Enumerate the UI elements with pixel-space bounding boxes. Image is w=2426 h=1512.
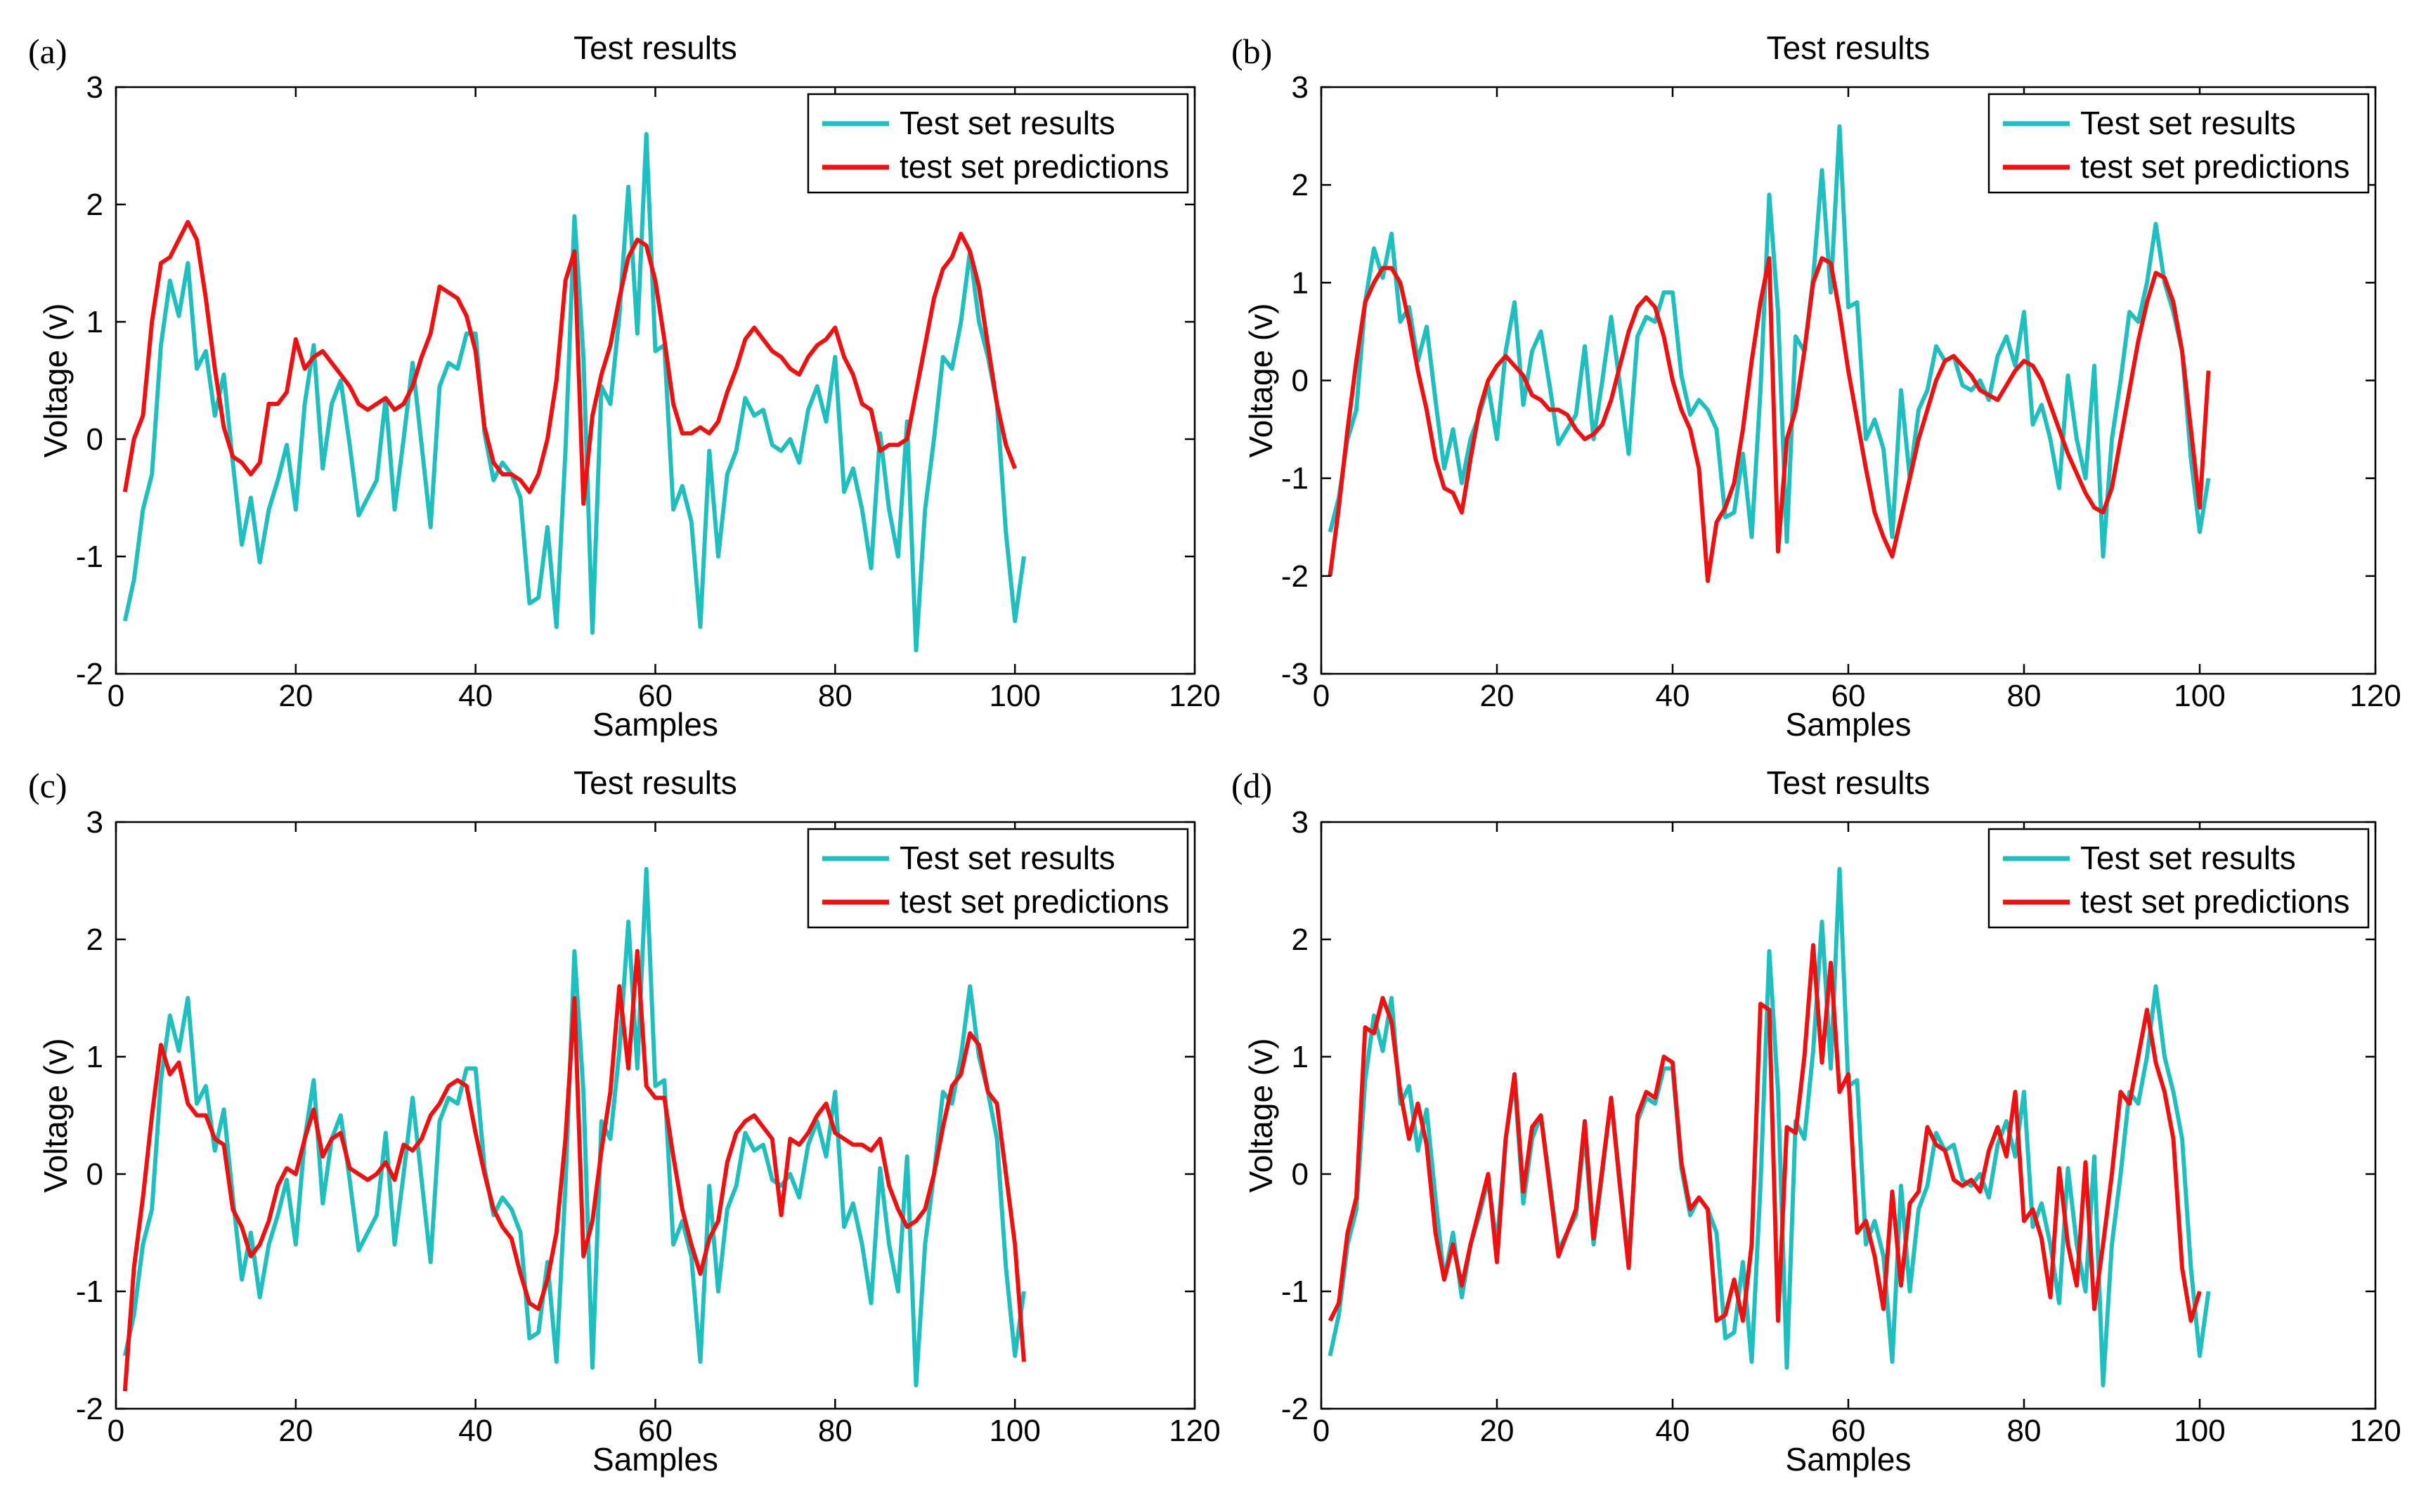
x-tick-label: 80 [818, 679, 852, 713]
x-tick-label: 20 [278, 1414, 313, 1448]
x-tick-label: 0 [108, 679, 124, 713]
series-line-results [122, 131, 1026, 653]
y-axis-label: Voltage (v) [37, 1038, 74, 1193]
x-tick-label: 80 [2007, 679, 2042, 713]
chart-title: Test results [1767, 30, 1931, 66]
y-axis-label: Voltage (v) [37, 304, 74, 458]
legend-label-predictions: test set predictions [900, 883, 1169, 920]
x-tick-label: 80 [2007, 1414, 2042, 1448]
x-tick-label: 120 [1169, 1414, 1220, 1448]
x-tick-label: 60 [1831, 1414, 1866, 1448]
y-tick-label: -1 [1281, 1275, 1309, 1309]
x-tick-label: 120 [2349, 1414, 2401, 1448]
y-tick-label: 1 [86, 1040, 103, 1074]
x-tick-label: 100 [989, 679, 1040, 713]
legend-label-results: Test set results [900, 105, 1115, 141]
y-tick-label: -2 [1281, 559, 1309, 594]
x-tick-label: 40 [1656, 679, 1690, 713]
y-tick-label: 2 [1292, 923, 1309, 957]
x-tick-label: 20 [1480, 679, 1514, 713]
series-line-results [1328, 866, 2211, 1388]
x-tick-label: 40 [458, 679, 493, 713]
legend-box [1987, 93, 2370, 194]
y-tick-label: -1 [1281, 462, 1309, 496]
series-line-predictions [1328, 256, 2211, 583]
x-tick-label: 100 [989, 1414, 1040, 1448]
panel-label: (b) [1231, 32, 1272, 71]
x-tick-label: 60 [638, 679, 673, 713]
x-tick-label: 100 [2174, 679, 2225, 713]
x-tick-label: 60 [1831, 679, 1866, 713]
chart-panel-b: (b) Test results 0 20 40 60 80 100 120 -3 -2 -1 0 1 2 3… [1231, 30, 2401, 743]
x-tick-label: 80 [818, 1414, 852, 1448]
x-axis-label: Samples [592, 1441, 718, 1478]
x-tick-label: 20 [1480, 1414, 1514, 1448]
y-axis-label: Voltage (v) [1243, 1038, 1279, 1193]
y-tick-label: -2 [76, 657, 103, 691]
legend-label-predictions: test set predictions [2080, 148, 2350, 185]
panel-label: (c) [28, 766, 67, 805]
x-tick-label: 120 [1169, 679, 1220, 713]
chart-panel-d: (d) Test results 0 20 40 60 80 100 120 -2 -1 0 1 2 3 Sa… [1231, 764, 2401, 1478]
x-tick-label: 120 [2349, 679, 2401, 713]
y-tick-label: -1 [76, 1275, 103, 1309]
y-tick-label: 2 [1292, 168, 1309, 202]
y-tick-label: 2 [86, 188, 103, 222]
x-axis-label: Samples [1786, 706, 1912, 743]
legend-label-results: Test set results [2080, 105, 2296, 141]
chart-panel-a: (a) Test results 0 20 40 60 80 100 120 -2 -1 0 1 2 3 Sa… [28, 30, 1221, 743]
x-tick-label: 40 [1656, 1414, 1690, 1448]
y-tick-label: -3 [1281, 657, 1309, 691]
y-tick-label: 0 [86, 422, 103, 457]
chart-panel-c: (c) Test results 0 20 40 60 80 100 120 -2 -1 0 1 2 3 Sa… [28, 764, 1221, 1478]
y-tick-label: 1 [1292, 1040, 1309, 1074]
chart-title: Test results [573, 30, 737, 66]
legend-label-results: Test set results [2080, 840, 2296, 876]
y-tick-label: 0 [86, 1157, 103, 1192]
x-tick-label: 0 [108, 1414, 124, 1448]
legend-box [807, 828, 1189, 929]
x-axis-label: Samples [1786, 1441, 1912, 1478]
series-line-predictions [122, 220, 1018, 506]
legend-label-predictions: test set predictions [2080, 883, 2350, 920]
y-tick-label: 3 [86, 70, 103, 105]
x-tick-label: 40 [458, 1414, 493, 1448]
x-tick-label: 0 [1313, 679, 1330, 713]
y-tick-label: 2 [86, 923, 103, 957]
x-axis-label: Samples [592, 706, 718, 743]
panel-label: (d) [1231, 766, 1272, 805]
x-tick-label: 100 [2174, 1414, 2225, 1448]
y-tick-label: 0 [1292, 1157, 1309, 1192]
y-tick-label: 1 [1292, 266, 1309, 300]
series-line-predictions [1328, 943, 2202, 1323]
legend-box [1987, 828, 2370, 929]
series-line-results [122, 866, 1026, 1388]
x-tick-label: 0 [1313, 1414, 1330, 1448]
y-tick-label: -1 [76, 540, 103, 574]
x-tick-label: 60 [638, 1414, 673, 1448]
legend-label-results: Test set results [900, 840, 1115, 876]
y-tick-label: 1 [86, 305, 103, 339]
legend-box [807, 93, 1189, 194]
chart-title: Test results [573, 764, 737, 801]
y-axis-label: Voltage (v) [1243, 304, 1279, 458]
y-tick-label: 3 [1292, 805, 1309, 840]
y-tick-label: 0 [1292, 364, 1309, 398]
series-line-predictions [122, 949, 1026, 1392]
y-tick-label: 3 [1292, 70, 1309, 105]
panel-label: (a) [28, 32, 67, 71]
y-tick-label: 3 [86, 805, 103, 840]
x-tick-label: 20 [278, 679, 313, 713]
y-tick-label: -2 [1281, 1392, 1309, 1426]
legend-label-predictions: test set predictions [900, 148, 1169, 185]
y-tick-label: -2 [76, 1392, 103, 1426]
chart-title: Test results [1767, 764, 1931, 801]
